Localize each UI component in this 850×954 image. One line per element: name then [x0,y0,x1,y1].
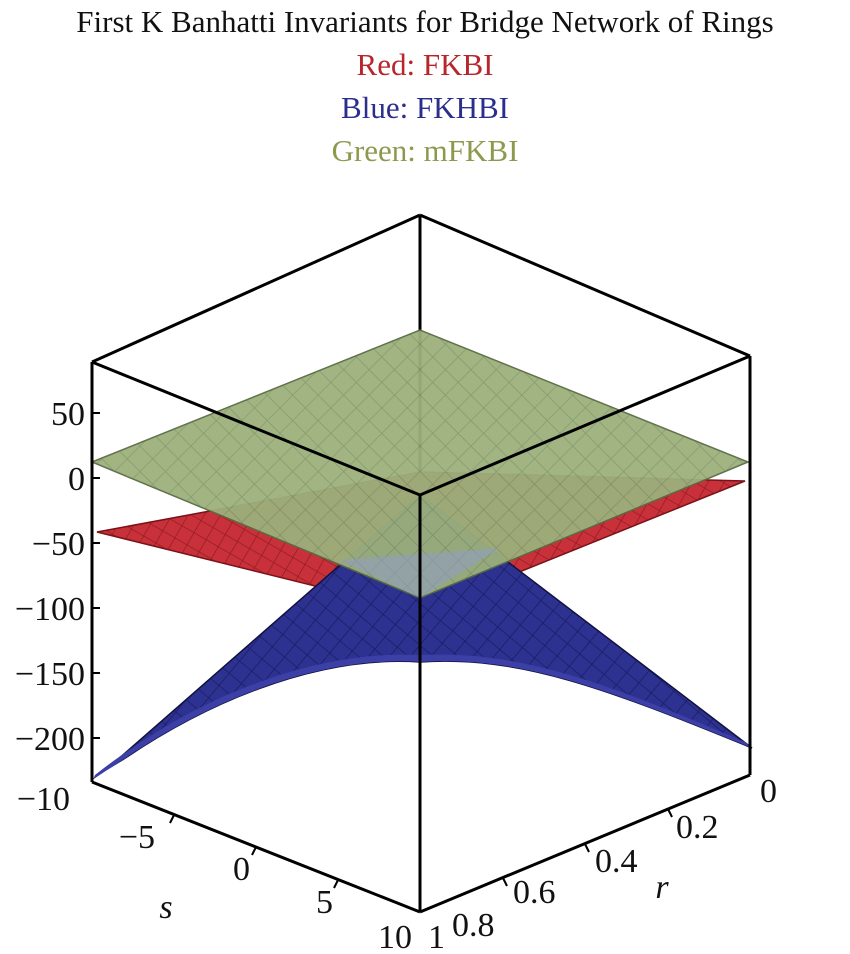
s-tick-label: −10 [17,781,70,818]
r-axis-title: r [655,869,669,906]
subtitle-red: Red: FKBI [356,47,494,82]
z-axis-labels: 50 0 −50 −100 −150 −200 [15,396,85,758]
s-tick-label: 0 [233,851,250,888]
r-tick-label: 1 [428,919,445,954]
z-tick-label: −50 [32,526,85,563]
r-tick-label: 0 [760,773,777,810]
chart-title: First K Banhatti Invariants for Bridge N… [76,4,774,39]
s-tick-label: −5 [119,819,155,856]
r-tick-label: 0.4 [595,843,638,880]
box-front-edges [90,354,752,914]
title-block: First K Banhatti Invariants for Bridge N… [0,0,850,172]
subtitle-green: Green: mFKBI [331,133,519,168]
tick-marks [92,412,673,889]
s-axis-labels: −10 −5 0 5 10 s [17,781,412,954]
subtitle-blue: Blue: FKHBI [341,90,509,125]
z-tick-label: −100 [15,591,85,628]
z-tick-label: −200 [15,721,85,758]
z-tick-label: −150 [15,656,85,693]
z-tick-label: 0 [68,461,85,498]
s-tick-label: 10 [378,919,412,954]
z-tick-label: 50 [51,396,85,433]
r-tick-label: 0.8 [452,907,495,944]
r-tick-label: 0.2 [676,809,719,846]
r-axis-labels: 0 0.2 0.4 0.6 0.8 1 r [428,773,777,954]
s-tick-label: 5 [316,884,333,921]
r-tick-label: 0.6 [513,874,556,911]
s-axis-title: s [159,889,172,926]
